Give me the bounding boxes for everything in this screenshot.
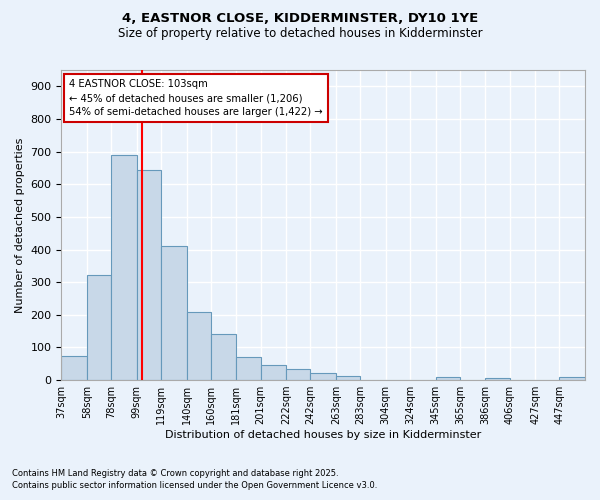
Bar bbox=[211, 334, 236, 380]
Bar bbox=[61, 356, 87, 380]
Bar bbox=[161, 246, 187, 380]
Text: Contains HM Land Registry data © Crown copyright and database right 2025.: Contains HM Land Registry data © Crown c… bbox=[12, 468, 338, 477]
Text: Size of property relative to detached houses in Kidderminster: Size of property relative to detached ho… bbox=[118, 28, 482, 40]
Bar bbox=[137, 170, 161, 380]
Bar bbox=[87, 274, 111, 380]
Y-axis label: Number of detached properties: Number of detached properties bbox=[15, 138, 25, 312]
Bar bbox=[286, 368, 310, 380]
Bar bbox=[485, 378, 509, 380]
Text: 4, EASTNOR CLOSE, KIDDERMINSTER, DY10 1YE: 4, EASTNOR CLOSE, KIDDERMINSTER, DY10 1Y… bbox=[122, 12, 478, 26]
Bar bbox=[336, 376, 360, 380]
Bar bbox=[260, 364, 286, 380]
Text: 4 EASTNOR CLOSE: 103sqm
← 45% of detached houses are smaller (1,206)
54% of semi: 4 EASTNOR CLOSE: 103sqm ← 45% of detache… bbox=[69, 80, 323, 118]
Text: Contains public sector information licensed under the Open Government Licence v3: Contains public sector information licen… bbox=[12, 481, 377, 490]
Bar bbox=[436, 377, 460, 380]
Bar bbox=[187, 312, 211, 380]
Bar bbox=[236, 356, 260, 380]
X-axis label: Distribution of detached houses by size in Kidderminster: Distribution of detached houses by size … bbox=[165, 430, 481, 440]
Bar bbox=[111, 155, 137, 380]
Bar bbox=[559, 378, 585, 380]
Bar bbox=[310, 373, 336, 380]
